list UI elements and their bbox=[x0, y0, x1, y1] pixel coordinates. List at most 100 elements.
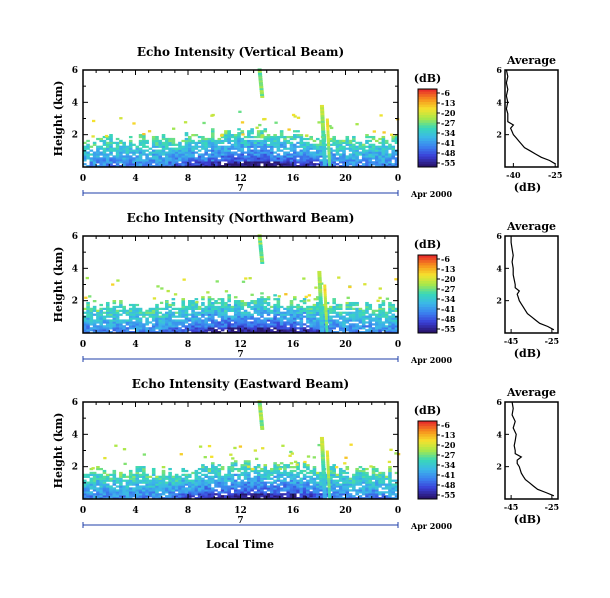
heatmap-cell bbox=[273, 467, 277, 471]
heatmap-cell bbox=[194, 161, 199, 164]
colorbar-segment bbox=[418, 465, 437, 469]
heatmap-cell bbox=[352, 315, 356, 318]
heatmap-cell bbox=[276, 469, 281, 473]
heatmap-cell bbox=[283, 479, 287, 482]
heatmap-cell bbox=[178, 157, 182, 160]
heatmap-cell bbox=[247, 491, 251, 494]
heatmap-cell bbox=[279, 473, 284, 477]
heatmap-cell bbox=[214, 331, 218, 334]
heatmap-cell bbox=[348, 157, 353, 160]
heatmap-cell bbox=[320, 456, 325, 459]
heatmap-cell bbox=[220, 147, 225, 150]
heatmap-cell bbox=[263, 467, 268, 471]
heatmap-cell bbox=[371, 489, 376, 492]
heatmap-cell bbox=[276, 321, 281, 324]
heatmap-cell bbox=[184, 481, 189, 484]
heatmap-cell bbox=[122, 161, 126, 164]
heatmap-cell bbox=[109, 487, 113, 490]
heatmap-cell bbox=[224, 165, 228, 168]
heatmap-cell bbox=[119, 145, 123, 148]
heatmap-cell bbox=[355, 483, 359, 486]
heatmap-cell bbox=[194, 497, 199, 500]
heatmap-cell bbox=[319, 104, 324, 108]
heatmap-cell bbox=[171, 165, 176, 168]
heatmap-cell bbox=[142, 325, 146, 328]
heatmap-cell bbox=[274, 121, 278, 124]
heatmap-cell bbox=[335, 307, 340, 311]
heatmap-cell bbox=[191, 319, 195, 322]
heatmap-cell bbox=[227, 303, 231, 307]
heatmap-cell bbox=[388, 303, 392, 307]
heatmap-cell bbox=[105, 161, 110, 164]
heatmap-cell bbox=[326, 130, 330, 133]
heatmap-cell bbox=[92, 309, 97, 312]
heatmap-cell bbox=[240, 132, 245, 135]
heatmap-cell bbox=[325, 329, 329, 332]
heatmap-cell bbox=[371, 151, 376, 154]
heatmap-cell bbox=[317, 282, 322, 285]
heatmap-cell bbox=[263, 487, 268, 490]
heatmap-cell bbox=[243, 317, 248, 320]
heatmap-cell bbox=[151, 161, 156, 164]
heatmap-cell bbox=[210, 487, 215, 490]
heatmap-cell bbox=[293, 296, 297, 299]
heatmap-cell bbox=[355, 301, 359, 305]
heatmap-cell bbox=[243, 301, 248, 305]
heatmap-cell bbox=[178, 307, 182, 311]
heatmap-cell bbox=[197, 135, 202, 139]
heatmap-cell bbox=[250, 485, 254, 488]
heatmap-cell bbox=[220, 153, 225, 156]
heatmap-cell bbox=[381, 303, 386, 307]
heatmap-cell bbox=[358, 489, 363, 492]
heatmap-cell bbox=[132, 307, 136, 311]
colorbar-segment bbox=[418, 299, 437, 303]
heatmap-cell bbox=[211, 113, 215, 117]
heatmap-cell bbox=[250, 313, 254, 316]
heatmap-cell bbox=[83, 475, 87, 478]
heatmap-cell bbox=[227, 157, 231, 160]
heatmap-cell bbox=[233, 331, 238, 334]
heatmap-cell bbox=[355, 141, 359, 145]
heatmap-cell bbox=[253, 159, 258, 162]
heatmap-cell bbox=[224, 147, 228, 150]
heatmap-cell bbox=[345, 303, 350, 307]
heatmap-cell bbox=[188, 327, 192, 330]
heatmap-cell bbox=[332, 137, 336, 141]
heatmap-cell bbox=[145, 321, 149, 324]
heatmap-cell bbox=[178, 159, 182, 162]
heatmap-cell bbox=[263, 493, 268, 496]
heatmap-cell bbox=[210, 128, 215, 131]
heatmap-cell bbox=[96, 325, 100, 328]
heatmap-cell bbox=[161, 473, 166, 477]
heatmap-cell bbox=[327, 147, 331, 150]
heatmap-cell bbox=[368, 145, 373, 148]
heatmap-cell bbox=[260, 325, 264, 328]
heatmap-cell bbox=[355, 497, 359, 500]
heatmap-cell bbox=[286, 305, 291, 309]
heatmap-cell bbox=[115, 329, 120, 332]
heatmap-cell bbox=[312, 163, 317, 166]
heatmap-cell bbox=[230, 464, 235, 467]
heatmap-cell bbox=[214, 307, 218, 311]
heatmap-cell bbox=[250, 300, 254, 303]
heatmap-cell bbox=[155, 143, 159, 146]
heatmap-cell bbox=[161, 319, 166, 322]
heatmap-cell bbox=[309, 163, 313, 166]
heatmap-cell bbox=[181, 155, 186, 158]
heatmap-cell bbox=[158, 163, 163, 166]
heatmap-cell bbox=[145, 481, 149, 484]
heatmap-cell bbox=[168, 467, 172, 471]
colorbar-segment bbox=[418, 278, 437, 282]
heatmap-cell bbox=[227, 319, 231, 322]
heatmap-cell bbox=[197, 325, 202, 328]
heatmap-cell bbox=[161, 466, 166, 469]
heatmap-cell bbox=[299, 139, 304, 143]
heatmap-cell bbox=[145, 139, 149, 143]
colorbar-segment bbox=[418, 470, 437, 474]
heatmap-cell bbox=[279, 315, 284, 318]
heatmap-cell bbox=[201, 493, 205, 496]
heatmap-cell bbox=[342, 319, 346, 322]
heatmap-cell bbox=[220, 481, 225, 484]
heatmap-cell bbox=[184, 325, 189, 328]
heatmap-cell bbox=[214, 319, 218, 322]
